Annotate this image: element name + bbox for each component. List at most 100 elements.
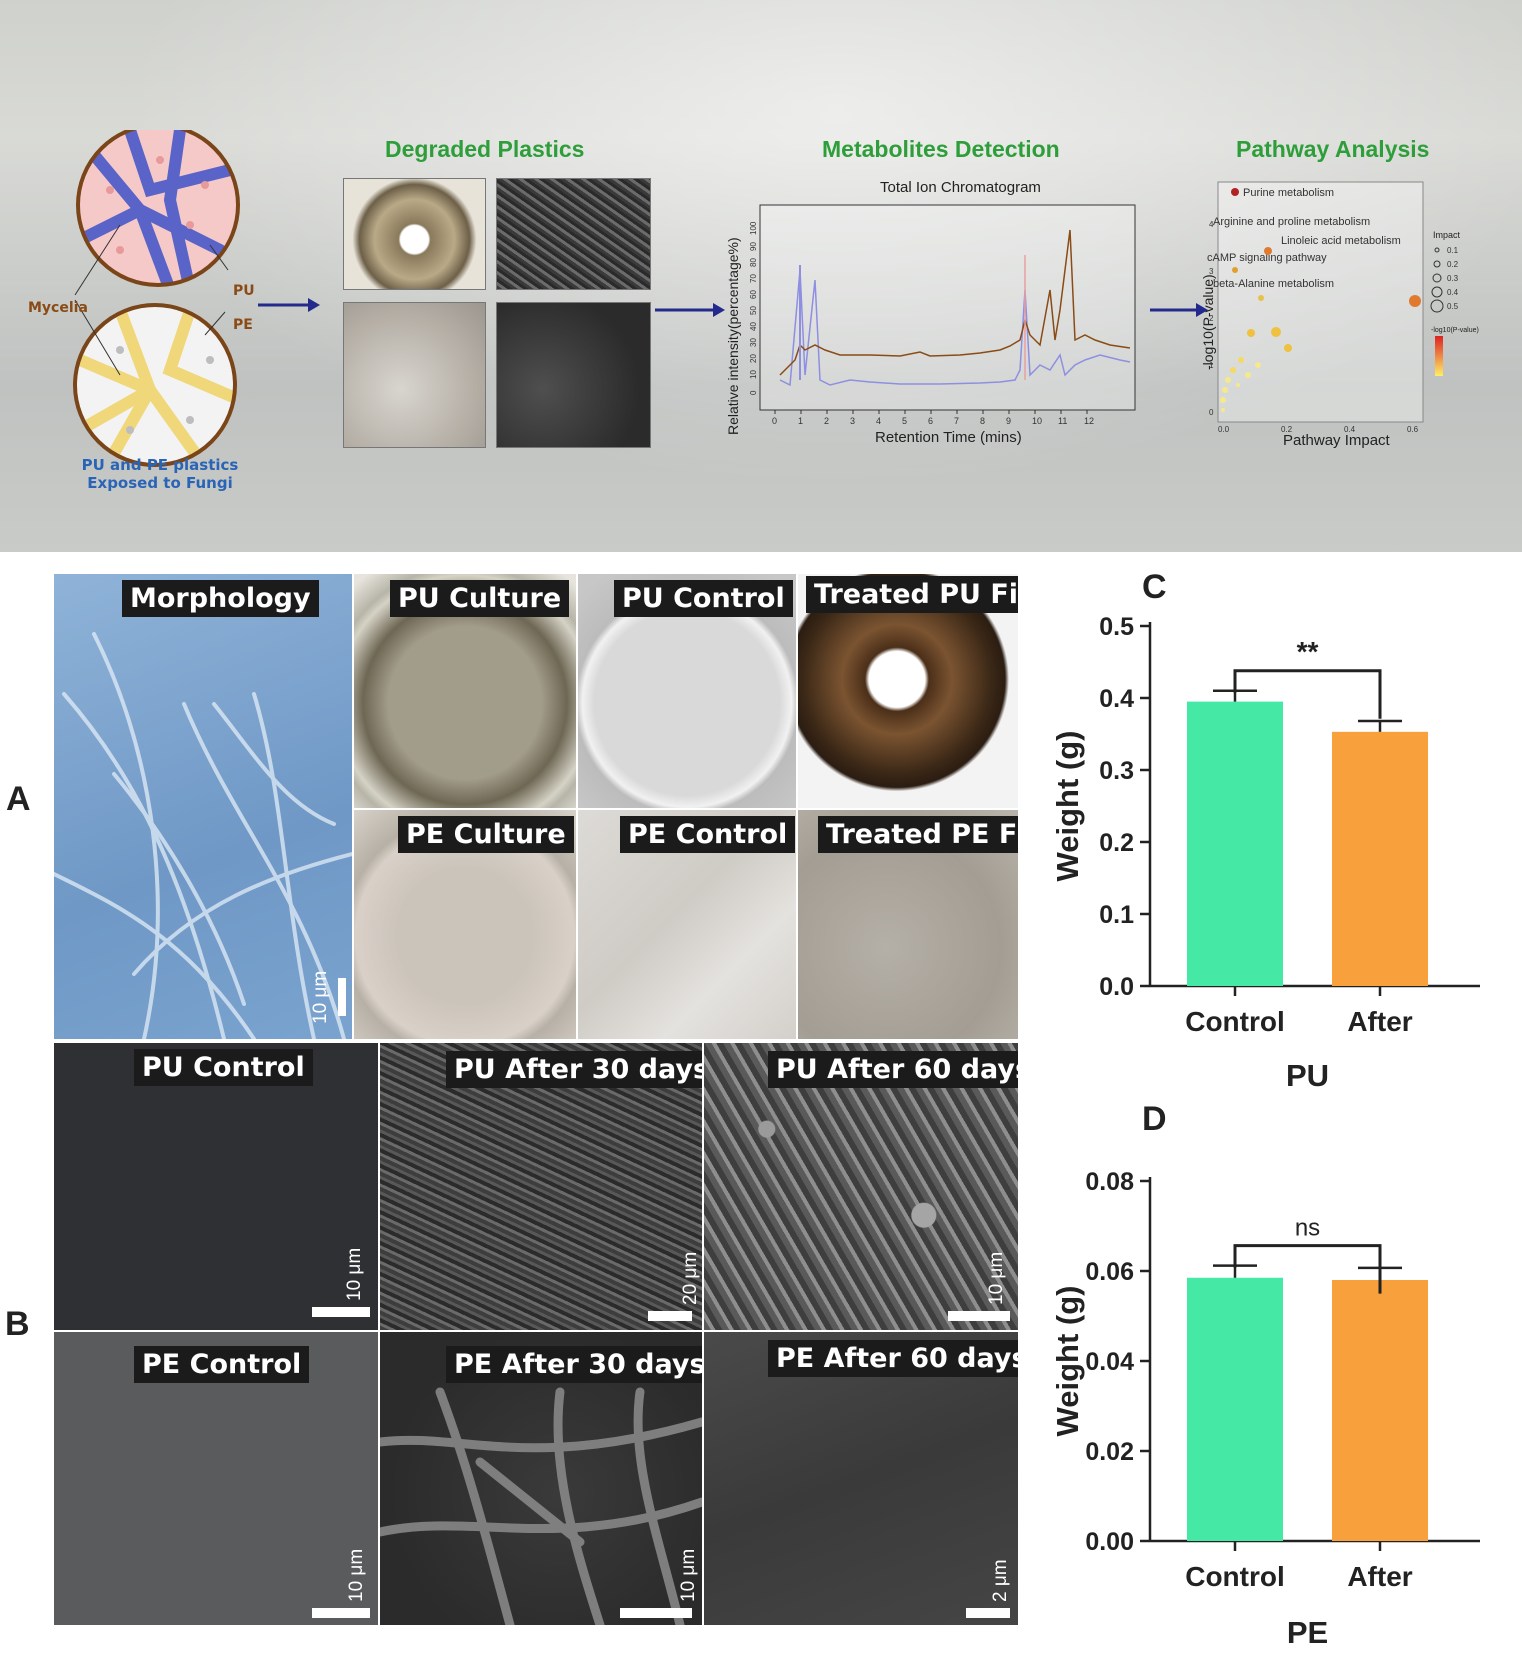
- hyphae-drawing: [54, 632, 352, 1039]
- size-legend-label: 0.5: [1447, 302, 1459, 311]
- significance-bracket: [1233, 669, 1382, 719]
- pathway-bubbles: [1220, 188, 1421, 412]
- x-tick-label: 4: [876, 416, 881, 426]
- size-legend-circle: [1430, 299, 1444, 313]
- y-tick-label: 100: [749, 221, 758, 235]
- sem-pu-after-60-label: PU After 60 days: [768, 1051, 1018, 1088]
- pathway-annotation: Arginine and proline metabolism: [1213, 216, 1370, 228]
- significance-bracket: [1233, 1244, 1382, 1294]
- chart-title: PU: [1286, 1058, 1329, 1093]
- pu-label: PU: [233, 283, 255, 299]
- impact-size-legend: 0.1 0.2 0.3 0.4 0.5: [1430, 246, 1459, 313]
- y-tick-label: 0.0: [1099, 973, 1134, 1001]
- chromatogram-title: Total Ion Chromatogram: [880, 179, 1041, 196]
- chromatogram-chart: Total Ion Chromatogram Retention Time (m…: [725, 179, 1136, 446]
- bar-control: [1187, 1277, 1283, 1541]
- bar-after: [1332, 731, 1428, 986]
- bar-control: [1187, 701, 1283, 986]
- sem-pe-after-60-label: PE After 60 days: [768, 1340, 1018, 1377]
- x-tick-label: 11: [1058, 416, 1067, 426]
- scale-bar: [338, 978, 346, 1016]
- x-tick-label: 7: [954, 416, 959, 426]
- sem-pu-control: PU Control 10 μm: [54, 1043, 378, 1330]
- pathway-annotations: Purine metabolism Arginine and proline me…: [1207, 187, 1401, 290]
- chromatogram-y-ticks: 0 10 20 30 40 50 60 70 80 90 100: [749, 221, 758, 395]
- pu-culture-photo: PU Culture: [354, 574, 576, 808]
- pu-weight-chart: 0.0 0.1 0.2 0.3 0.4 0.5 Weight (g) Control After…: [1050, 613, 1480, 1093]
- degraded-plastics-title: Degraded Plastics: [385, 136, 585, 162]
- size-legend-label: 0.4: [1447, 288, 1459, 297]
- y-tick-label: 2: [1209, 314, 1214, 323]
- pe-control-label: PE Control: [620, 816, 796, 853]
- y-tick-label: 0.5: [1099, 613, 1134, 641]
- x-tick-label: 0: [772, 416, 777, 426]
- sem-pe-after-30-label: PE After 30 days: [446, 1346, 702, 1383]
- scale-label: 10 μm: [986, 1251, 1007, 1305]
- degraded-pe-sem-photo: [496, 302, 651, 448]
- y-axis-label: Weight (g): [1050, 731, 1085, 882]
- y-tick-label: 40: [749, 322, 758, 331]
- chromatogram-trace-blue: [779, 269, 1131, 387]
- treated-pu-film-label: Treated PU Film: [806, 576, 1018, 613]
- scale-label: 10 μm: [310, 970, 331, 1024]
- size-legend-circle: [1431, 286, 1443, 298]
- sem-pu-after-30-label: PU After 30 days: [446, 1051, 702, 1088]
- panel-letter-a: A: [6, 780, 31, 818]
- y-tick-label: 70: [749, 274, 758, 283]
- y-tick-label: 60: [749, 290, 758, 299]
- pu-control-photo: PU Control: [578, 574, 796, 808]
- graphical-abstract: Mycelia PU PE PU and PE plastics Exposed…: [0, 0, 1522, 552]
- y-tick-label: 20: [749, 354, 758, 363]
- morphology-micrograph: Morphology 10 μm: [54, 574, 352, 1039]
- pu-circle-icon: [76, 130, 240, 287]
- scale-bar: [312, 1307, 370, 1317]
- pu-control-label: PU Control: [614, 580, 793, 617]
- pe-weight-chart: 0.00 0.02 0.04 0.06 0.08 Weight (g) Control Aft…: [1050, 1168, 1480, 1650]
- pathway-xlabel: Pathway Impact: [1283, 432, 1391, 449]
- pathway-annotation: Linoleic acid metabolism: [1281, 235, 1401, 247]
- degraded-pu-film-photo: [343, 178, 486, 290]
- pathway-annotation: beta-Alanine metabolism: [1213, 278, 1334, 290]
- scale-bar: [620, 1608, 692, 1618]
- scale-label: 10 μm: [344, 1247, 365, 1301]
- pathway-analysis-title: Pathway Analysis: [1236, 136, 1430, 162]
- scale-bar: [948, 1311, 1010, 1321]
- y-tick-label: 30: [749, 338, 758, 347]
- chromatogram-trace-brown: [779, 229, 1131, 376]
- morphology-label: Morphology: [122, 580, 319, 617]
- y-tick-label: 0.3: [1099, 757, 1134, 785]
- x-tick-label: 5: [902, 416, 907, 426]
- y-tick-label: 0.04: [1085, 1348, 1134, 1376]
- y-tick-label: 1: [1209, 361, 1214, 370]
- degraded-pu-sem-photo: [496, 178, 651, 290]
- y-tick-label: 80: [749, 258, 758, 267]
- bar-after: [1332, 1280, 1428, 1541]
- x-tick-label: 12: [1084, 416, 1094, 426]
- y-tick-label: 90: [749, 242, 758, 251]
- treated-pe-film-photo: Treated PE Film: [798, 810, 1018, 1039]
- pe-culture-label: PE Culture: [398, 816, 574, 853]
- size-legend-circle: [1434, 247, 1440, 253]
- mycelia-label: Mycelia: [28, 300, 88, 316]
- y-tick-label: 0.4: [1099, 685, 1134, 713]
- treated-pe-film-label: Treated PE Film: [818, 816, 1018, 853]
- x-tick-label: 0.6: [1407, 425, 1419, 434]
- pathway-annotation: cAMP signaling pathway: [1207, 252, 1327, 264]
- y-axis-label: Weight (g): [1050, 1286, 1085, 1437]
- arrow-icon: [258, 298, 320, 312]
- x-tick-label: 10: [1032, 416, 1042, 426]
- x-tick-label: After: [1347, 1006, 1412, 1037]
- panel-letter-d: D: [1142, 1100, 1167, 1138]
- panel-letter-b: B: [5, 1305, 30, 1343]
- y-tick-label: 0.00: [1085, 1528, 1134, 1556]
- metabolites-detection-title: Metabolites Detection: [822, 136, 1060, 162]
- chromatogram-ylabel: Relative intensity(percentage%): [725, 237, 741, 435]
- x-tick-label: 3: [850, 416, 855, 426]
- pathway-bubble-chart: Pathway Impact -log10(P-value) 0.0 0.2 0.4…: [1200, 181, 1479, 449]
- y-tick-label: 50: [749, 306, 758, 315]
- scale-label: 10 μm: [346, 1548, 367, 1602]
- degraded-pe-film-photo: [343, 302, 486, 448]
- y-tick-label: 0.08: [1085, 1168, 1134, 1196]
- sem-pe-control-label: PE Control: [134, 1346, 310, 1383]
- arrow-icon: [655, 303, 725, 317]
